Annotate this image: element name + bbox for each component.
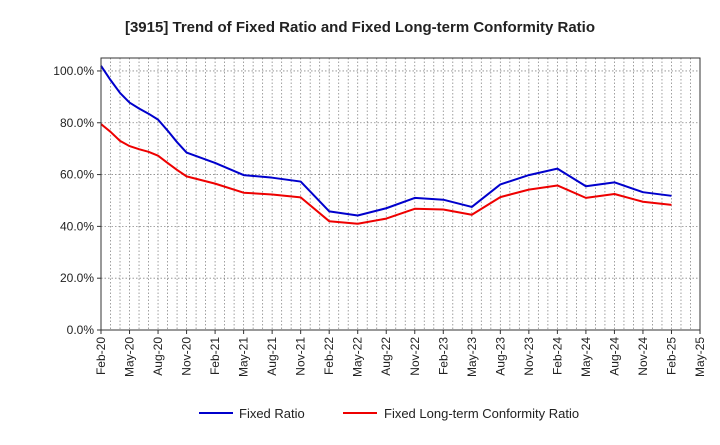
chart-title: [3915] Trend of Fixed Ratio and Fixed Lo… (125, 19, 595, 36)
y-tick-label: 40.0% (60, 219, 94, 233)
x-tick-label: Aug-20 (151, 337, 165, 376)
x-tick-label: Feb-20 (94, 337, 108, 375)
series-layer (100, 65, 672, 225)
x-tick-label: Feb-25 (664, 337, 678, 375)
x-tick-label: May-22 (351, 337, 365, 377)
x-tick-label: Feb-22 (322, 337, 336, 375)
x-tick-label: May-23 (465, 337, 479, 377)
x-tick-label: Nov-20 (180, 337, 194, 376)
y-tick-label: 20.0% (60, 271, 94, 285)
legend-label-2: Fixed Long-term Conformity Ratio (384, 406, 579, 421)
x-tick-label: Nov-23 (522, 337, 536, 376)
x-tick-label: Feb-24 (550, 337, 564, 375)
x-tick-label: Aug-24 (607, 337, 621, 376)
x-tick-label: Aug-23 (493, 337, 507, 376)
x-tick-label: Aug-21 (265, 337, 279, 376)
plot-frame (100, 57, 701, 331)
x-tick-label: May-21 (237, 337, 251, 377)
y-tick-label: 0.0% (67, 323, 95, 337)
x-tick-label: Aug-22 (379, 337, 393, 376)
x-tick-label: May-20 (123, 337, 137, 377)
x-tick-label: Nov-21 (294, 337, 308, 376)
legend: Fixed Ratio Fixed Long-term Conformity Ra… (199, 406, 579, 421)
series-line-2 (100, 123, 672, 225)
legend-label-1: Fixed Ratio (239, 406, 305, 421)
x-tick-label: Nov-22 (408, 337, 422, 376)
series-line-1 (100, 65, 672, 217)
x-tick-label: May-24 (579, 337, 593, 377)
axis-layer: 0.0% 20.0% 40.0% 60.0% 80.0% 100.0% Feb-20 May-… (53, 57, 707, 377)
x-tick-label: Feb-21 (208, 337, 222, 375)
x-tick-label: Nov-24 (636, 337, 650, 376)
y-tick-label: 80.0% (60, 116, 94, 130)
y-tick-label: 60.0% (60, 168, 94, 182)
y-tick-label: 100.0% (53, 64, 94, 78)
x-tick-label: May-25 (693, 337, 707, 377)
x-tick-label: Feb-23 (436, 337, 450, 375)
